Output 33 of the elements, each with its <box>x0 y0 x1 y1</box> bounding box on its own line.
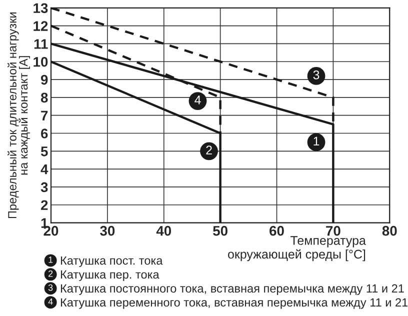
text: 4 <box>48 298 53 305</box>
text: 2 <box>48 270 53 277</box>
x-tick-label: 30 <box>100 226 115 236</box>
y-tick-label: 11 <box>34 39 48 49</box>
legend-label: Катушка пост. тока <box>60 256 163 268</box>
y-tick-label: 3 <box>40 182 48 192</box>
x-tick-label: 40 <box>156 226 172 236</box>
y-axis-title: Предельный ток длительной нагрузки на каждый контакт [A] <box>8 12 30 218</box>
text: 1 <box>48 256 53 263</box>
x-axis-title: Температура окружающей среды [°C] <box>228 236 366 262</box>
x-tick-label: 80 <box>382 226 397 236</box>
y-tick-label: 5 <box>40 146 48 156</box>
y-tick-label: 4 <box>40 164 48 174</box>
y-tick-label: 13 <box>34 3 48 14</box>
annotation: 2 <box>206 146 212 154</box>
text: 3 <box>48 284 53 291</box>
x-tick-label: 20 <box>44 226 58 236</box>
y-tick-label: 9 <box>40 74 48 85</box>
y-tick-label: 10 <box>34 56 48 67</box>
x-tick-label: 50 <box>213 226 228 236</box>
y-tick-label: 7 <box>41 110 48 120</box>
annotation: 4 <box>194 96 201 104</box>
legend-label: Катушка переменного тока, вставная перемычка между 11 и 21 <box>60 298 408 309</box>
legend-label: Катушка пер. тока <box>60 270 160 282</box>
x-tick-label: 70 <box>326 226 340 236</box>
y-tick-label: 12 <box>34 21 48 31</box>
x-tick-label: 60 <box>270 226 284 236</box>
y-tick-label: 6 <box>41 128 48 138</box>
y-tick-label: 2 <box>40 200 48 210</box>
annotation: 3 <box>313 70 320 80</box>
legend-label: Катушка постоянного тока, вставная перемычка между 11 и 21 <box>60 284 404 295</box>
annotation: 1 <box>314 136 320 146</box>
y-tick-label: 8 <box>40 92 48 103</box>
